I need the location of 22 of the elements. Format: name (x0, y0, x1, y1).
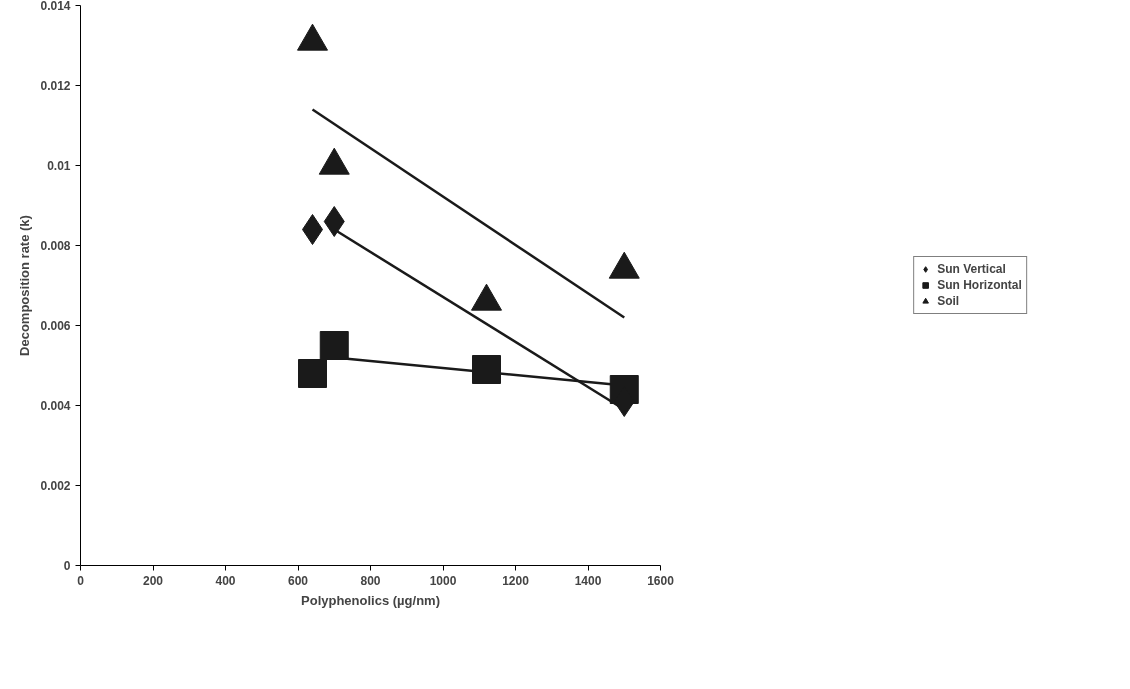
x-tick-label: 800 (360, 573, 381, 588)
y-tick-label: 0.004 (40, 399, 71, 413)
legend-label: Soil (937, 293, 960, 309)
legend-label: Sun Horizontal (937, 277, 1022, 293)
y-tick-label: 0.006 (40, 319, 71, 333)
y-tick-label: 0.008 (40, 239, 71, 253)
y-tick-label: 0.002 (40, 479, 71, 493)
y-tick-label: 0.01 (47, 159, 71, 173)
x-tick-label: 1400 (574, 573, 602, 588)
y-axis-title: Decomposition rate (k) (17, 215, 33, 356)
y-tick-label: 0.014 (40, 0, 71, 13)
x-tick-label: 600 (287, 573, 309, 588)
legend-label: Sun Vertical (937, 261, 1006, 277)
x-axis-title: Polyphenolics (µg/nm) (301, 592, 440, 608)
x-tick-label: 0 (77, 573, 85, 588)
x-tick-label: 1000 (429, 573, 457, 588)
x-tick-label: 400 (215, 573, 236, 588)
y-tick-label: 0 (63, 559, 71, 573)
x-tick-label: 1200 (502, 573, 530, 588)
x-tick-label: 1600 (647, 573, 675, 588)
x-tick-label: 200 (142, 573, 164, 588)
y-tick-label: 0.012 (40, 79, 71, 93)
